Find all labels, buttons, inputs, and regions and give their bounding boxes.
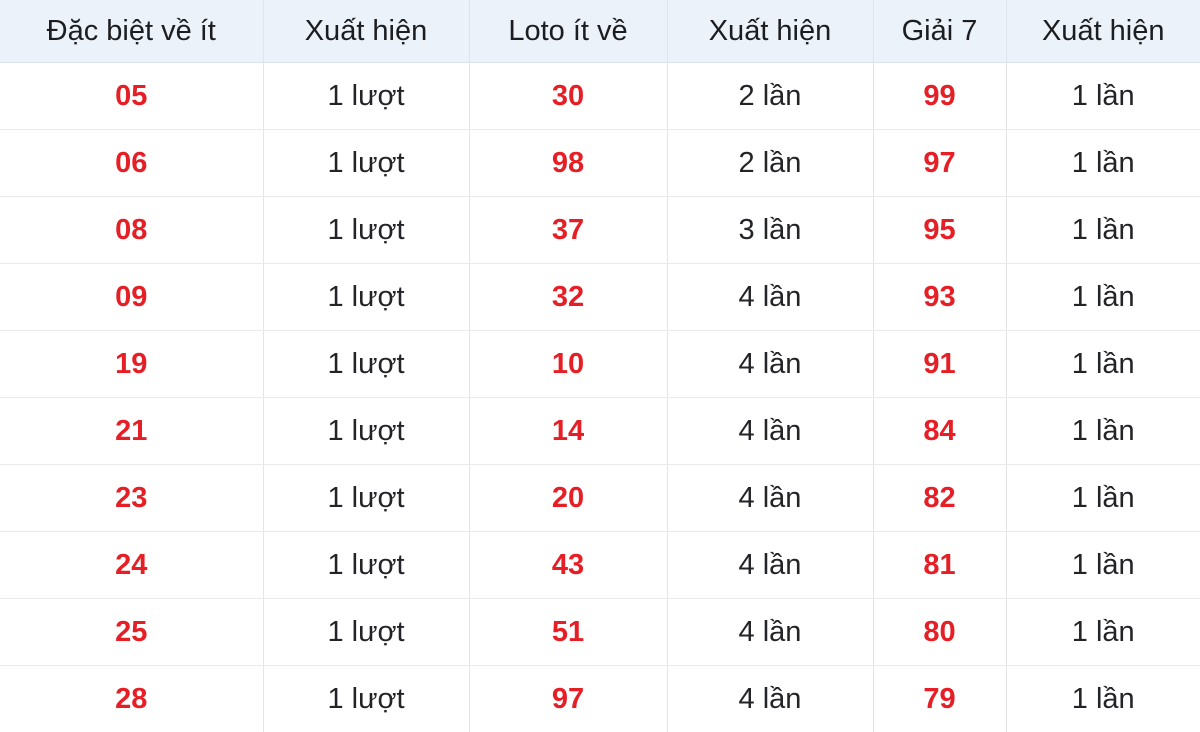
prize7-number-cell: 82 [873, 464, 1007, 532]
special-count-cell: 1 lượt [263, 330, 470, 398]
special-count-cell: 1 lượt [263, 665, 470, 732]
special-number-cell: 05 [0, 62, 264, 130]
col-header-appearances-1: Xuất hiện [263, 0, 470, 63]
special-number-cell: 25 [0, 598, 264, 666]
prize7-count-cell: 1 lần [1006, 330, 1200, 398]
special-count-cell: 1 lượt [263, 531, 470, 599]
special-number-cell: 23 [0, 464, 264, 532]
table-row: 21 1 lượt 14 4 lần 84 1 lần [0, 397, 1200, 465]
prize7-number-cell: 80 [873, 598, 1007, 666]
loto-number-cell: 37 [469, 196, 668, 264]
col-header-special-rare: Đặc biệt về ít [0, 0, 264, 63]
prize7-number-cell: 79 [873, 665, 1007, 732]
loto-count-cell: 4 lần [667, 263, 874, 331]
loto-number-cell: 20 [469, 464, 668, 532]
prize7-count-cell: 1 lần [1006, 598, 1200, 666]
table-row: 06 1 lượt 98 2 lần 97 1 lần [0, 129, 1200, 197]
loto-number-cell: 14 [469, 397, 668, 465]
col-header-prize7: Giải 7 [873, 0, 1007, 63]
loto-count-cell: 2 lần [667, 129, 874, 197]
table-row: 09 1 lượt 32 4 lần 93 1 lần [0, 263, 1200, 331]
loto-number-cell: 98 [469, 129, 668, 197]
table-row: 28 1 lượt 97 4 lần 79 1 lần [0, 665, 1200, 732]
loto-number-cell: 10 [469, 330, 668, 398]
loto-count-cell: 4 lần [667, 665, 874, 732]
special-count-cell: 1 lượt [263, 196, 470, 264]
special-count-cell: 1 lượt [263, 129, 470, 197]
prize7-number-cell: 84 [873, 397, 1007, 465]
loto-count-cell: 4 lần [667, 464, 874, 532]
special-count-cell: 1 lượt [263, 397, 470, 465]
prize7-number-cell: 81 [873, 531, 1007, 599]
loto-count-cell: 3 lần [667, 196, 874, 264]
col-header-appearances-2: Xuất hiện [667, 0, 874, 63]
loto-count-cell: 2 lần [667, 62, 874, 130]
special-count-cell: 1 lượt [263, 464, 470, 532]
col-header-appearances-3: Xuất hiện [1006, 0, 1200, 63]
loto-count-cell: 4 lần [667, 397, 874, 465]
prize7-number-cell: 99 [873, 62, 1007, 130]
prize7-count-cell: 1 lần [1006, 263, 1200, 331]
prize7-count-cell: 1 lần [1006, 129, 1200, 197]
loto-count-cell: 4 lần [667, 330, 874, 398]
table-row: 08 1 lượt 37 3 lần 95 1 lần [0, 196, 1200, 264]
prize7-number-cell: 97 [873, 129, 1007, 197]
special-number-cell: 06 [0, 129, 264, 197]
prize7-count-cell: 1 lần [1006, 665, 1200, 732]
prize7-count-cell: 1 lần [1006, 196, 1200, 264]
special-count-cell: 1 lượt [263, 263, 470, 331]
loto-number-cell: 30 [469, 62, 668, 130]
special-number-cell: 28 [0, 665, 264, 732]
table-row: 19 1 lượt 10 4 lần 91 1 lần [0, 330, 1200, 398]
loto-number-cell: 97 [469, 665, 668, 732]
table-row: 23 1 lượt 20 4 lần 82 1 lần [0, 464, 1200, 532]
special-count-cell: 1 lượt [263, 598, 470, 666]
table-row: 24 1 lượt 43 4 lần 81 1 lần [0, 531, 1200, 599]
prize7-count-cell: 1 lần [1006, 62, 1200, 130]
prize7-count-cell: 1 lần [1006, 464, 1200, 532]
special-count-cell: 1 lượt [263, 62, 470, 130]
col-header-loto-rare: Loto ít về [469, 0, 668, 63]
table-row: 05 1 lượt 30 2 lần 99 1 lần [0, 62, 1200, 130]
prize7-count-cell: 1 lần [1006, 397, 1200, 465]
special-number-cell: 21 [0, 397, 264, 465]
special-number-cell: 24 [0, 531, 264, 599]
prize7-count-cell: 1 lần [1006, 531, 1200, 599]
loto-count-cell: 4 lần [667, 598, 874, 666]
loto-count-cell: 4 lần [667, 531, 874, 599]
loto-number-cell: 51 [469, 598, 668, 666]
loto-number-cell: 43 [469, 531, 668, 599]
prize7-number-cell: 93 [873, 263, 1007, 331]
loto-number-cell: 32 [469, 263, 668, 331]
special-number-cell: 09 [0, 263, 264, 331]
special-number-cell: 19 [0, 330, 264, 398]
table-row: 25 1 lượt 51 4 lần 80 1 lần [0, 598, 1200, 666]
header-row: Đặc biệt về ít Xuất hiện Loto ít về Xuất… [0, 0, 1200, 63]
prize7-number-cell: 95 [873, 196, 1007, 264]
prize7-number-cell: 91 [873, 330, 1007, 398]
special-number-cell: 08 [0, 196, 264, 264]
